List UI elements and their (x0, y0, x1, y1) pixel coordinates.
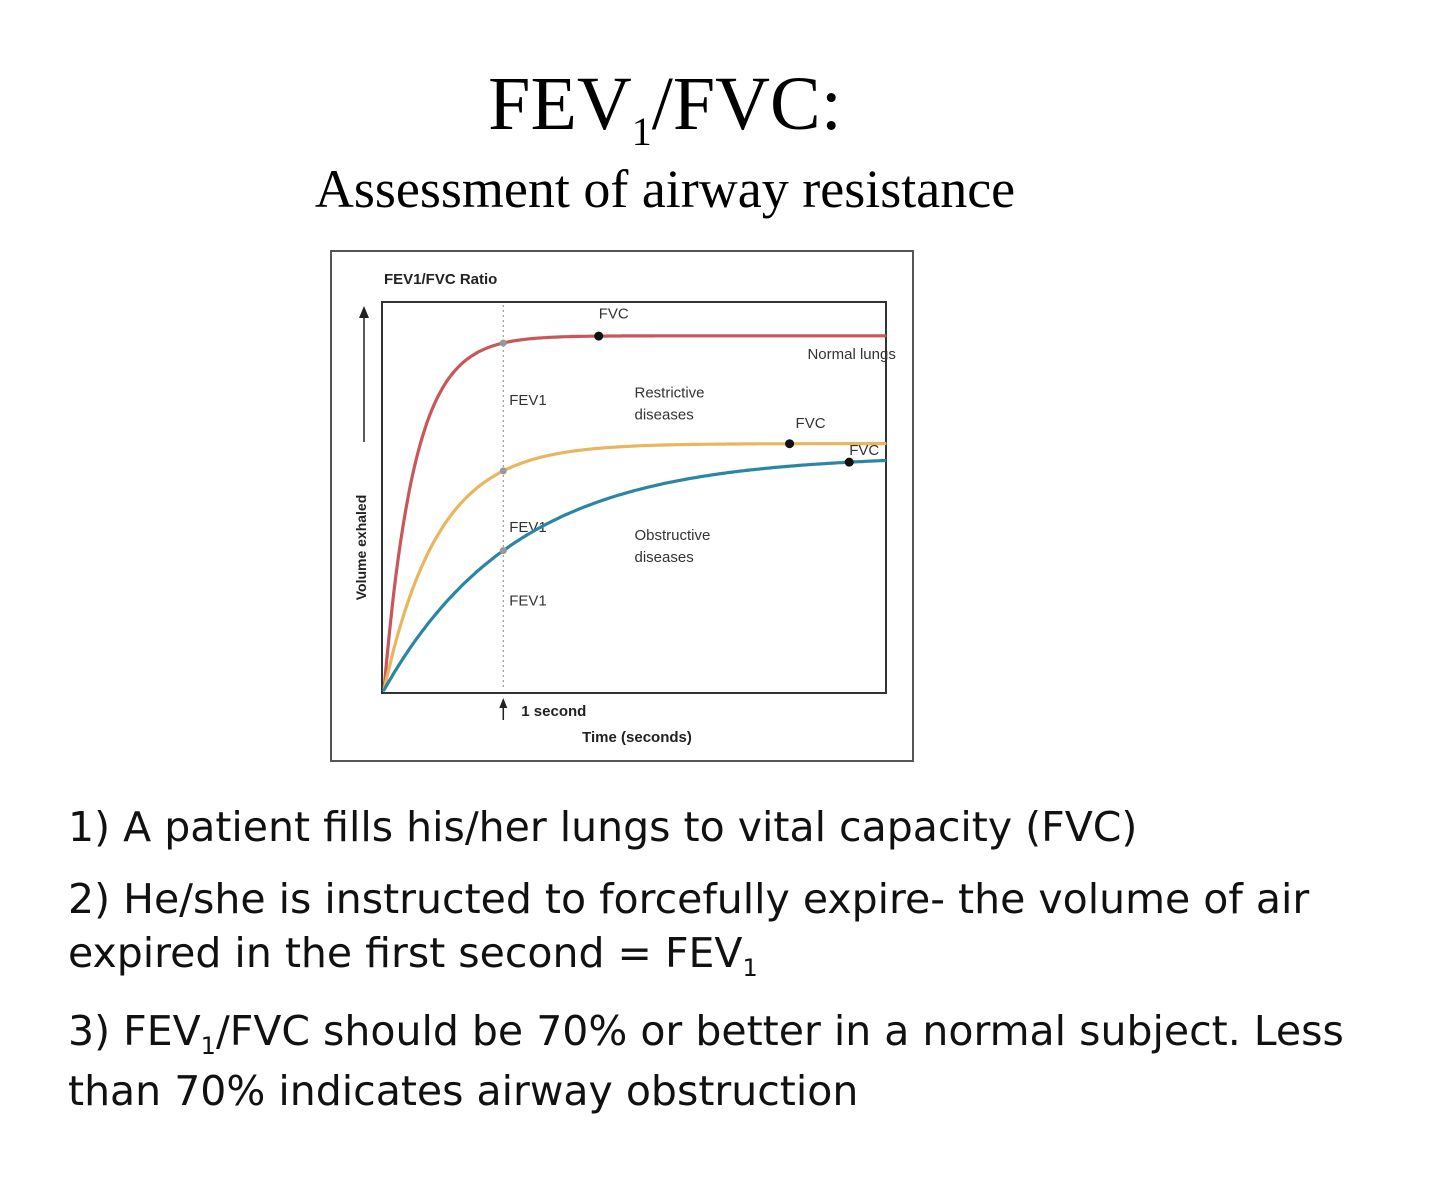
title-subscript: 1 (631, 109, 652, 154)
fev1-label-restrictive: FEV1 (509, 519, 547, 536)
fev1-label-obstructive: FEV1 (509, 592, 547, 609)
step-2: 2) He/she is instructed to forcefully ex… (68, 872, 1388, 986)
fvc-point-obstructive (844, 457, 854, 467)
fev1-fvc-chart: FEV1/FVC Ratio Volume exhaled FEV1 FVC Nor… (353, 271, 896, 746)
fvc-label-restrictive: FVC (796, 415, 826, 432)
y-axis-arrow-head (359, 306, 369, 318)
fvc-label-obstructive: FVC (849, 442, 879, 459)
slide-title: FEV1/FVC: (0, 66, 1330, 152)
step-3-subscript: 1 (200, 1032, 216, 1060)
step-1-text: 1) A patient fills his/her lungs to vita… (68, 803, 1138, 851)
series-label-obstructive-line-1: Obstructive (635, 527, 711, 544)
step-2-text: 2) He/she is instructed to forcefully ex… (68, 875, 1310, 977)
x-axis: 1 second Time (seconds) (499, 698, 692, 746)
title-main: FEV (488, 62, 632, 146)
step-3: 3) FEV1/FVC should be 70% or better in a… (68, 1004, 1388, 1118)
step-1: 1) A patient fills his/her lungs to vita… (68, 800, 1388, 854)
chart-figure: FEV1/FVC Ratio Volume exhaled FEV1 FVC Nor… (330, 250, 914, 762)
step-2-subscript: 1 (742, 954, 758, 982)
slide-subtitle: Assessment of airway resistance (314, 159, 1016, 219)
fvc-label-normal: FVC (599, 305, 629, 322)
fev1-point-restrictive (499, 467, 507, 475)
series-label-obstructive-line-2: diseases (635, 549, 694, 566)
plot-area (381, 301, 887, 694)
chart-title: FEV1/FVC Ratio (384, 271, 497, 288)
y-axis-label: Volume exhaled (353, 495, 369, 601)
chart-series: FEV1 FVC Normal lungs FEV1 FVC Restrictive dis… (382, 305, 896, 692)
y-axis: Volume exhaled (353, 306, 369, 600)
x-axis-label: Time (seconds) (582, 729, 692, 746)
series-label-normal-line-1: Normal lungs (807, 346, 895, 363)
steps-list: 1) A patient fills his/her lungs to vita… (68, 800, 1388, 1136)
series-line-restrictive (382, 442, 887, 692)
step-3-prefix: 3) FEV (68, 1007, 201, 1055)
series-label-restrictive-line-1: Restrictive (635, 384, 705, 401)
series-line-normal (382, 334, 887, 692)
fev1-label-normal: FEV1 (509, 392, 547, 409)
fev1-point-obstructive (499, 547, 507, 555)
fvc-point-restrictive (785, 439, 795, 449)
one-second-arrow-head (499, 698, 508, 708)
title-rest: /FVC: (651, 62, 842, 146)
one-second-label: 1 second (521, 703, 586, 720)
series-label-restrictive-line-2: diseases (635, 406, 694, 423)
fvc-point-normal (594, 331, 604, 341)
series-line-obstructive (382, 458, 887, 692)
fev1-point-normal (499, 339, 507, 347)
step-3-text: /FVC should be 70% or better in a normal… (68, 1007, 1344, 1115)
